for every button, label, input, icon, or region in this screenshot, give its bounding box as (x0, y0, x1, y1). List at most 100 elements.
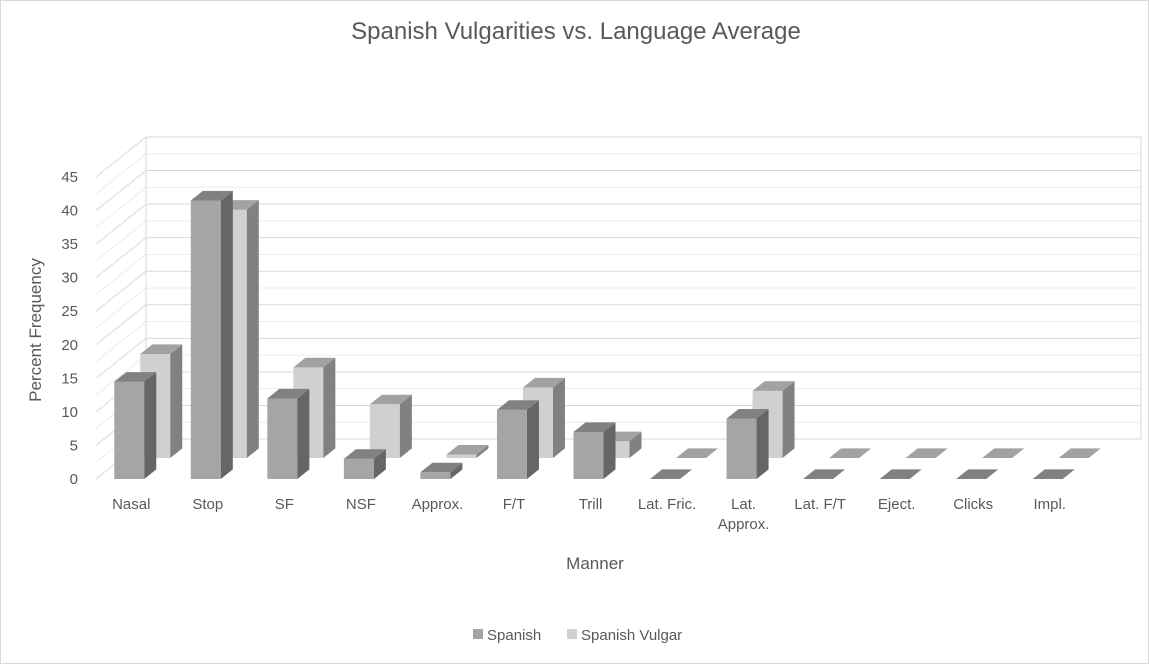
bar-side (526, 400, 539, 479)
x-tick-label: Eject. (878, 496, 916, 513)
x-axis-title: Manner (566, 554, 624, 573)
bar-top (752, 381, 795, 391)
legend-swatch (567, 629, 577, 639)
bar-top (905, 448, 948, 458)
bar-side (552, 377, 565, 458)
bar-top (650, 469, 693, 479)
bar-spanish-vulgar (905, 448, 948, 458)
bar-front (114, 381, 145, 479)
bar-top (420, 462, 463, 473)
x-tick-labels: Nasal Stop SF NSF Approx. F/T Trill Lat. Fric. L… (112, 496, 1066, 533)
chart-title: Spanish Vulgarities vs. Language Average (351, 18, 801, 45)
x-tick-label: SF (275, 496, 294, 513)
bar-spanish (496, 400, 539, 479)
x-tick-label: Stop (192, 496, 223, 513)
bar-front (726, 418, 757, 479)
bar-side (246, 200, 259, 459)
bar-side (756, 409, 769, 479)
bar-spanish (267, 388, 310, 479)
bar-spanish (343, 449, 386, 479)
bar-side (629, 431, 642, 458)
gridline-side (95, 220, 147, 262)
gridline-side (95, 304, 147, 346)
gridline-side (95, 237, 147, 279)
legend-swatch (473, 629, 483, 639)
bar-top (803, 469, 846, 479)
x-tick-label: Impl. (1033, 496, 1066, 513)
bar-side (782, 381, 795, 458)
gridline-side (95, 337, 147, 379)
y-tick-label: 20 (61, 337, 78, 354)
bar-side (323, 357, 336, 458)
bar-spanish (1032, 469, 1075, 479)
bar-spanish (650, 469, 693, 479)
legend-label: Spanish Vulgar (581, 627, 682, 644)
x-tick-label: Nasal (112, 496, 150, 513)
gridline-side (95, 354, 147, 396)
x-tick-label: Lat. F/T (794, 496, 846, 513)
gridline-side (95, 270, 147, 312)
y-tick-label: 25 (61, 303, 78, 320)
bar-top (573, 422, 616, 433)
bar-top (267, 388, 310, 399)
gridline-side (95, 287, 147, 329)
x-tick-label: Lat. Fric. (638, 496, 696, 513)
bar-spanish (803, 469, 846, 479)
y-tick-labels: 0 5 10 15 20 25 30 35 40 45 (61, 169, 78, 488)
bar-top (879, 469, 922, 479)
x-tick-label: Lat. Approx. (718, 496, 770, 533)
bar-side (603, 422, 616, 479)
bar-front (267, 398, 298, 479)
x-tick-label: Clicks (953, 496, 993, 513)
bar-side (399, 394, 412, 458)
bar-spanish (114, 372, 157, 479)
bar-top (140, 344, 183, 354)
x-tick-label: NSF (346, 496, 376, 513)
bar-side (220, 190, 233, 479)
bar-side (450, 462, 463, 479)
bar-top (496, 400, 539, 410)
bar-side (170, 344, 183, 458)
bar-top (522, 377, 565, 388)
y-tick-label: 35 (61, 236, 78, 253)
legend: Spanish Spanish Vulgar (473, 627, 682, 644)
y-tick-label: 40 (61, 203, 78, 220)
bar-front (573, 432, 604, 479)
bar-spanish (573, 422, 616, 479)
bar-top (676, 448, 719, 458)
bar-top (956, 469, 999, 479)
x-tick-label: F/T (503, 496, 526, 513)
bar-spanish-vulgar (1058, 448, 1101, 458)
x-tick-label: Trill (579, 496, 603, 513)
bar-spanish-vulgar (829, 448, 872, 458)
bar-top (293, 357, 336, 368)
bar-spanish (879, 469, 922, 479)
bar-side (476, 445, 489, 458)
bar-spanish (956, 469, 999, 479)
gridline-side (95, 254, 147, 295)
y-axis-title: Percent Frequency (26, 258, 45, 402)
x-tick-label: Approx. (412, 496, 464, 513)
bar-front (343, 458, 374, 479)
bar-top (446, 445, 489, 455)
y-tick-label: 10 (61, 404, 78, 421)
bar-top (829, 448, 872, 458)
bar-spanish-vulgar (676, 448, 719, 458)
bar-front (190, 200, 221, 479)
gridline-side (95, 153, 147, 195)
bar-layer (114, 190, 1101, 479)
bar-spanish (420, 462, 463, 479)
bar-top (726, 409, 769, 419)
bar-spanish-vulgar (369, 394, 412, 458)
bar-front (420, 472, 451, 479)
bar-top (369, 394, 412, 405)
bar-spanish-vulgar (982, 448, 1025, 458)
y-tick-label: 0 (70, 471, 78, 488)
gridline-side (95, 170, 147, 211)
bar-top (982, 448, 1025, 458)
y-tick-label: 45 (61, 169, 78, 186)
bar-front (496, 409, 527, 479)
bar-spanish (726, 409, 769, 479)
bar-top (190, 190, 233, 201)
